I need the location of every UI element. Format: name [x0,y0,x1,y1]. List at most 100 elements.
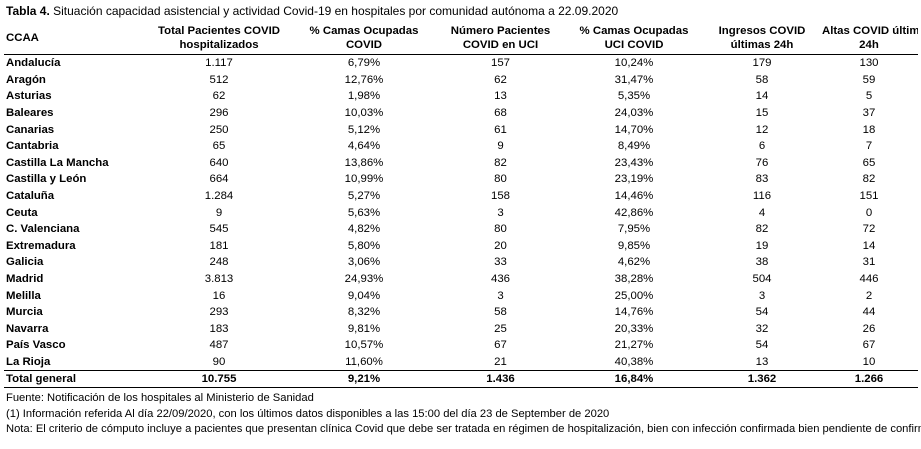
table-cell: 24,93% [344,273,384,286]
total-row: Total general 10.755 9,21% 1.436 16,84% 1.362… [4,370,918,389]
table-cell: 0 [865,206,873,219]
table-cell: 21 [494,355,507,368]
table-cell: 33 [494,256,507,269]
caption-label: Tabla 4. [6,4,50,18]
table-cell: 151 [859,190,879,203]
row-region-name: Castilla y León [6,173,87,186]
table-cell: 21,27% [614,339,654,352]
table-row: Extremadura 181 5,80% 20 9,85% 19 14 [4,238,918,255]
table-cell: 37 [862,107,876,120]
column-header-ingresos: Ingresos COVID últimas 24h [704,23,820,55]
table-cell: 640 [209,156,229,169]
table-cell: 82 [494,156,507,169]
table-cell: 62 [494,73,507,86]
table-cell: 54 [755,339,769,352]
table-cell: 116 [752,190,772,203]
table-cell: 3 [758,289,766,302]
table-cell: 13 [494,90,507,103]
table-cell: 42,86% [614,206,654,219]
table-notes: Fuente: Notificación de los hospitales a… [6,391,921,438]
table-cell: 487 [209,339,229,352]
table-cell: 44 [862,306,876,319]
criteria-note: Nota: El criterio de cómputo incluye a p… [6,423,921,435]
table-cell: 250 [209,123,229,136]
table-cell: 296 [209,107,229,120]
table-cell: 9 [497,140,504,153]
table-cell: 9,04% [347,289,381,302]
row-region-name: La Rioja [6,355,51,368]
table-cell: 31 [862,256,876,269]
table-cell: 15 [755,107,769,120]
table-row: Aragón 512 12,76% 62 31,47% 58 59 [4,72,918,89]
total-cell: 9,21% [291,370,437,389]
row-region-name: Andalucía [6,57,61,70]
table-row: Asturias 62 1,98% 13 5,35% 14 5 [4,88,918,105]
row-region-name: Cantabria [6,140,59,153]
table-cell: 504 [752,273,772,286]
table-cell: 6 [758,140,766,153]
table-cell: 11,60% [345,355,383,368]
total-cell: 1.436 [437,370,564,389]
table-body: Andalucía 1.117 6,79% 157 10,24% 179 130 Aragón… [4,55,918,389]
row-region-name: Castilla La Mancha [6,156,109,169]
table-cell: 9,81% [347,322,381,335]
table-cell: 436 [490,273,510,286]
table-cell: 293 [209,306,229,319]
table-cell: 4,64% [347,140,381,153]
table-cell: 1.117 [205,57,233,70]
table-cell: 3 [497,206,504,219]
table-row: Canarias 250 5,12% 61 14,70% 12 18 [4,121,918,138]
table-cell: 26 [862,322,876,335]
table-cell: 8,32% [347,306,381,319]
table-cell: 6,79% [347,57,381,70]
total-cell: 16,84% [564,370,704,389]
table-cell: 80 [494,173,507,186]
table-cell: 5,27% [347,190,381,203]
table-cell: 32 [755,322,769,335]
table-cell: 23,43% [614,156,654,169]
table-cell: 5,12% [347,123,381,136]
table-caption: Tabla 4. Situación capacidad asistencial… [6,4,618,19]
table-cell: 67 [862,339,876,352]
table-cell: 58 [755,73,769,86]
column-header-pct-camas-uci: % Camas Ocupadas UCI COVID [564,23,704,55]
table-row: Murcia 293 8,32% 58 14,76% 54 44 [4,304,918,321]
table-cell: 38,28% [614,273,654,286]
row-region-name: Navarra [6,322,49,335]
table-cell: 158 [490,190,510,203]
table-cell: 20 [494,239,507,252]
row-region-name: Murcia [6,306,43,319]
table-row: C. Valenciana 545 4,82% 80 7,95% 82 72 [4,221,918,238]
table-header-row: CCAA Total Pacientes COVID hospitalizados… [4,23,918,55]
table-row: Melilla 16 9,04% 3 25,00% 3 2 [4,287,918,304]
total-cell: 1.362 [704,370,820,389]
table-cell: 179 [752,57,772,70]
table-cell: 58 [494,306,507,319]
row-region-name: País Vasco [6,339,66,352]
row-region-name: Galicia [6,256,44,269]
table-cell: 10,57% [344,339,384,352]
table-cell: 183 [209,322,229,335]
table-cell: 67 [494,339,507,352]
table-cell: 12,76% [344,73,384,86]
table-row: País Vasco 487 10,57% 67 21,27% 54 67 [4,337,918,354]
table-cell: 14,46% [614,190,654,203]
table-cell: 14 [862,239,876,252]
column-header-ccaa: CCAA [4,23,147,55]
table-cell: 7 [865,140,873,153]
table-cell: 9 [215,206,223,219]
caption-text: Situación capacidad asistencial y activi… [49,4,619,18]
row-region-name: Canarias [6,123,55,136]
table-cell: 1,98% [347,90,381,103]
table-row: Baleares 296 10,03% 68 24,03% 15 37 [4,105,918,122]
table-row: Andalucía 1.117 6,79% 157 10,24% 179 130 [4,55,918,72]
total-label: Total general [4,370,147,389]
table-cell: 40,38% [614,355,654,368]
table-cell: 62 [212,90,226,103]
row-region-name: Ceuta [6,206,38,219]
table-cell: 4,62% [617,256,651,269]
table-cell: 68 [494,107,507,120]
table-cell: 5,35% [617,90,651,103]
table-cell: 7,95% [617,223,651,236]
